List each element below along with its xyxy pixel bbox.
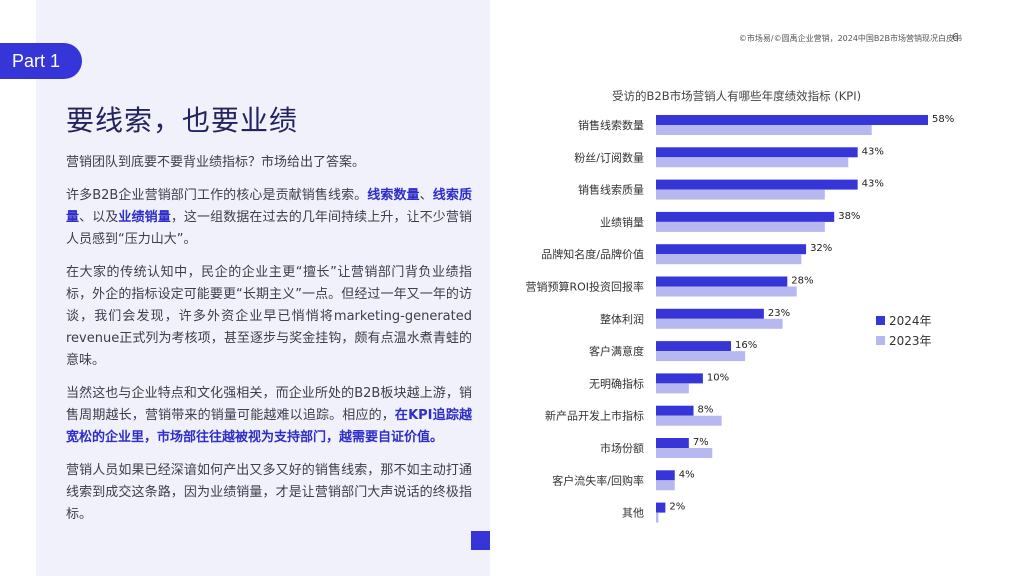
bar-2024 <box>656 438 689 448</box>
value-label-2024: 2% <box>669 502 685 513</box>
part-label-tab: Part 1 <box>0 43 82 79</box>
value-label-2024: 7% <box>693 437 709 448</box>
value-label-2024: 58% <box>932 114 954 125</box>
bar-2023 <box>656 254 802 265</box>
highlight-lead-quantity: 线索数量 <box>367 188 420 203</box>
decorative-square <box>471 531 490 550</box>
bar-2023 <box>656 415 722 426</box>
paragraph-2-conj: 、以及 <box>79 210 119 225</box>
category-label: 销售线索数量 <box>578 118 644 132</box>
category-label: 品牌知名度/品牌价值 <box>541 247 644 261</box>
value-label-2024: 38% <box>838 211 860 222</box>
value-label-2024: 32% <box>810 243 832 254</box>
value-label-2024: 16% <box>735 340 757 351</box>
bar-2024 <box>656 211 835 222</box>
page-number: 6 <box>952 31 959 44</box>
value-label-2024: 10% <box>707 372 729 383</box>
category-label: 整体利润 <box>600 312 644 326</box>
category-label: 市场份额 <box>600 441 644 455</box>
legend-label-2024: 2024年 <box>889 313 932 328</box>
chart-title: 受访的B2B市场营销人有哪些年度绩效指标 (KPI) <box>612 89 862 103</box>
category-label: 其他 <box>622 507 644 520</box>
highlight-sales-volume: 业绩销量 <box>118 210 171 225</box>
bar-2024 <box>656 502 666 513</box>
bar-2024 <box>656 308 764 319</box>
paragraph-4: 当然这也与企业特点和文化强相关，而企业所处的B2B板块越上游，销售周期越长，营销… <box>66 383 472 449</box>
bar-2023 <box>656 157 849 168</box>
legend-label-2023: 2023年 <box>889 333 932 348</box>
legend-item-2023: 2023年 <box>876 330 932 350</box>
left-panel <box>36 0 490 576</box>
bar-2024 <box>656 470 675 481</box>
value-label-2024: 43% <box>862 146 884 157</box>
value-label-2024: 28% <box>791 276 813 287</box>
bar-2023 <box>656 512 659 523</box>
paragraph-1: 营销团队到底要不要背业绩指标？市场给出了答案。 <box>66 155 366 170</box>
chart-legend: 2024年 2023年 <box>876 310 932 350</box>
category-label: 业绩销量 <box>600 215 644 229</box>
bar-2023 <box>656 351 746 362</box>
category-label: 无明确指标 <box>589 376 644 390</box>
category-label: 粉丝/订阅数量 <box>574 151 644 164</box>
bar-2023 <box>656 480 675 491</box>
category-label: 客户满意度 <box>589 344 644 358</box>
paragraph-2-sep: 、 <box>419 188 433 203</box>
bar-2023 <box>656 318 783 329</box>
paragraph-4-highlight: 在KPI追踪越宽松的企业里，市场部往往越被视为支持部门，越需要自证价值。 <box>66 408 472 445</box>
paragraph-4-text: 当然这也与企业特点和文化强相关，而企业所处的B2B板块越上游，销售周期越长，营销… <box>66 386 472 423</box>
bar-2024 <box>656 244 807 255</box>
bar-2023 <box>656 448 713 458</box>
bar-2024 <box>656 276 788 287</box>
bar-2024 <box>656 147 858 158</box>
legend-swatch-2023 <box>876 335 885 345</box>
kpi-bar-chart: 销售线索数量 58% 粉丝/订阅数量 43% 销售线索质量 43% 业绩销量 38% 品牌知名度… <box>525 114 954 523</box>
category-label: 销售线索质量 <box>578 183 644 197</box>
bar-2024 <box>656 405 694 416</box>
bar-2023 <box>656 383 689 394</box>
category-label: 新产品开发上市指标 <box>545 409 644 423</box>
value-label-2024: 23% <box>768 308 790 319</box>
highlight-lead-quality: 线索质量 <box>66 188 472 225</box>
paragraph-2-text: 许多B2B企业营销部门工作的核心是贡献销售线索。 <box>66 188 368 203</box>
bar-2023 <box>656 286 797 297</box>
bar-2024 <box>656 115 928 125</box>
bar-2023 <box>656 189 825 200</box>
paragraph-5: 营销人员如果已经深谙如何产出又多又好的销售线索，那不如主动打通线索到成交这条路，… <box>66 463 472 522</box>
bar-2024 <box>656 373 703 384</box>
paragraph-3: 在大家的传统认知中，民企的企业主更“擅长”让营销部门背负业绩指标，外企的指标设定… <box>66 265 472 368</box>
bar-2023 <box>656 221 825 232</box>
paragraph-2: 许多B2B企业营销部门工作的核心是贡献销售线索。线索数量、线索质量、以及业绩销量… <box>66 185 472 251</box>
bar-2023 <box>656 125 872 135</box>
source-header: ©市场易/©圆禹企业营销，2024中国B2B市场营销现况白皮书 <box>738 34 962 43</box>
body-text: 营销团队到底要不要背业绩指标？市场给出了答案。 许多B2B企业营销部门工作的核心… <box>66 152 472 537</box>
category-label: 营销预算ROI投资回报率 <box>525 280 644 294</box>
paragraph-2-tail: ，这一组数据在过去的几年间持续上升，让不少营销人员感到“压力山大”。 <box>66 210 472 247</box>
category-label: 客户流失率/回购率 <box>552 473 644 487</box>
value-label-2024: 8% <box>698 405 714 416</box>
legend-item-2024: 2024年 <box>876 310 932 330</box>
legend-swatch-2024 <box>876 315 885 325</box>
page-headline: 要线索，也要业绩 <box>66 104 299 137</box>
bar-2024 <box>656 341 732 352</box>
value-label-2024: 4% <box>679 469 695 480</box>
bar-2024 <box>656 179 858 190</box>
value-label-2024: 43% <box>862 179 884 190</box>
